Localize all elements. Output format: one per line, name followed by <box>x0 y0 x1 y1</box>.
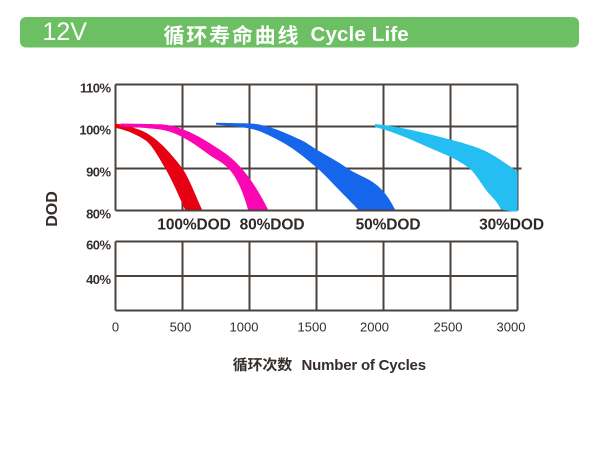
svg-text:500: 500 <box>170 320 192 335</box>
svg-text:Cycle Life: Cycle Life <box>311 23 409 46</box>
svg-text:Number of Cycles: Number of Cycles <box>302 357 426 374</box>
svg-text:110%: 110% <box>80 80 111 95</box>
svg-text:0: 0 <box>112 320 119 335</box>
svg-text:3000: 3000 <box>497 320 526 335</box>
svg-text:2000: 2000 <box>360 320 389 335</box>
svg-text:1500: 1500 <box>298 320 327 335</box>
svg-text:1000: 1000 <box>230 320 259 335</box>
svg-text:80%: 80% <box>86 206 111 221</box>
svg-text:30%DOD: 30%DOD <box>479 216 544 233</box>
svg-text:50%DOD: 50%DOD <box>356 216 421 233</box>
svg-text:2500: 2500 <box>434 320 463 335</box>
svg-text:60%: 60% <box>86 237 111 252</box>
svg-text:40%: 40% <box>86 272 111 287</box>
svg-text:90%: 90% <box>86 164 111 179</box>
svg-text:12V: 12V <box>43 18 88 46</box>
svg-text:80%DOD: 80%DOD <box>240 216 305 233</box>
svg-text:DOD: DOD <box>44 191 61 227</box>
svg-text:100%: 100% <box>79 122 111 137</box>
svg-text:100%DOD: 100%DOD <box>157 216 230 233</box>
